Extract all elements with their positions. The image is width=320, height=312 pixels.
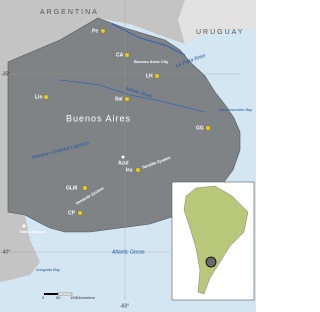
study-area (205, 256, 217, 268)
place-label: Lin (35, 94, 43, 100)
water-label: Anegada Bay (35, 267, 61, 272)
country-label: ARGENTINA (40, 9, 99, 16)
scale-bar (44, 293, 58, 295)
coord-label: -40° (1, 249, 10, 255)
marker (154, 73, 160, 79)
place-label: LH (146, 73, 153, 79)
place-label: Iru (126, 167, 132, 173)
scale-tick: 100 (70, 295, 77, 300)
water-label: Samborombón Bay (218, 107, 253, 112)
scale-tick: 50 (56, 295, 61, 300)
coord-label: -35° (1, 71, 10, 77)
place-label: CA (116, 52, 124, 58)
place-label: GG (196, 125, 204, 131)
river (111, 23, 186, 56)
marker (82, 185, 88, 191)
map: ARGENTINA URUGUAY Pe CA Buenos Aires Cit… (0, 0, 256, 312)
province-label: Buenos Aires (66, 113, 131, 123)
place-label: Azul (118, 160, 129, 166)
place-label: Pe (92, 28, 98, 34)
scale-bar (57, 292, 73, 296)
marker (124, 52, 130, 58)
city-dot (121, 155, 125, 159)
south-america (183, 185, 249, 295)
river (59, 79, 206, 113)
scale-unit: Kilometers (76, 295, 95, 300)
uruguay-land (178, 0, 256, 44)
place-label: GLM (66, 185, 77, 191)
place-label: Bahía Blanca (20, 229, 46, 234)
marker (43, 94, 49, 100)
marker (124, 96, 130, 102)
marker (100, 28, 106, 34)
scale-tick: 0 (42, 295, 45, 300)
country-label: URUGUAY (196, 29, 244, 36)
place-label: Buenos Aires City (134, 59, 169, 64)
city-dot (22, 224, 26, 228)
water-label: Atlantic Ocean (111, 249, 145, 255)
place-label: Sal (115, 96, 123, 102)
marker (135, 167, 141, 173)
place-label: CP (68, 210, 76, 216)
coord-label: -60° (120, 303, 129, 309)
marker (77, 210, 83, 216)
marker (205, 125, 211, 131)
